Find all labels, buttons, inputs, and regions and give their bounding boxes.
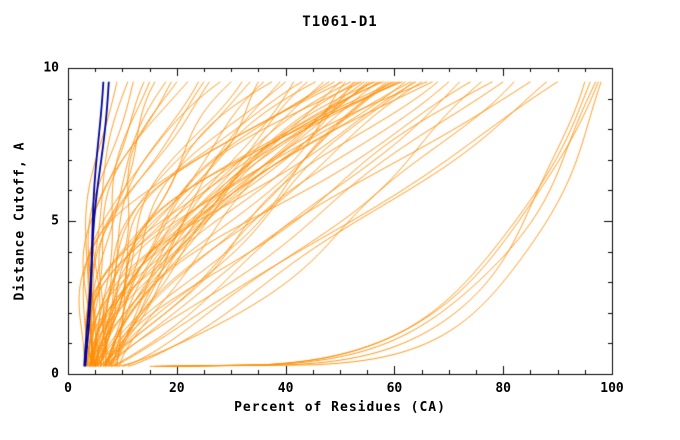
x-tick-label: 100 <box>600 381 624 396</box>
x-tick-label: 40 <box>277 381 294 396</box>
y-tick-label: 10 <box>43 60 59 76</box>
y-tick-label: 0 <box>51 366 59 382</box>
y-tick-label: 5 <box>51 213 59 229</box>
x-tick-label: 80 <box>495 381 512 396</box>
x-tick-label: 0 <box>64 381 72 396</box>
x-tick-label: 60 <box>386 381 403 396</box>
chart-title: T1061-D1 <box>302 14 378 30</box>
x-tick-label: 20 <box>168 381 185 396</box>
y-axis-label: Distance Cutoff, A <box>12 141 28 301</box>
x-axis-label: Percent of Residues (CA) <box>234 400 446 415</box>
